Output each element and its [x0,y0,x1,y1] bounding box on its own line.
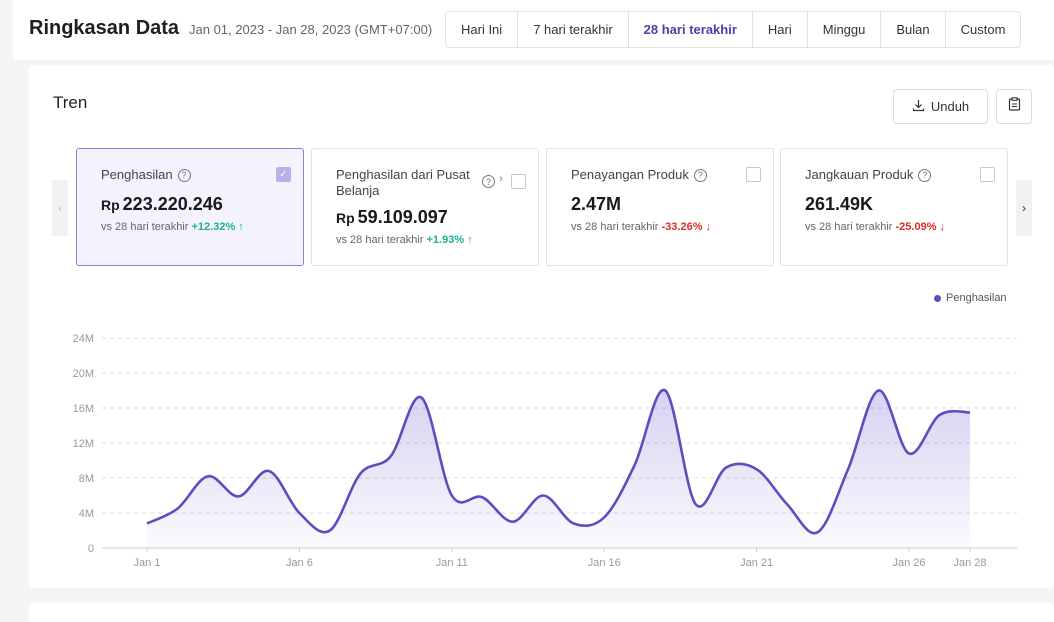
tab-month[interactable]: Bulan [881,12,946,47]
change-value: -25.09% ↓ [895,221,946,233]
y-tick-label: 0 [88,543,94,555]
help-icon[interactable]: ? [693,168,707,182]
arrow-up-icon: ↑ [238,221,244,233]
series-line-penghasilan [146,389,971,535]
tab-28-days[interactable]: 28 hari terakhir [629,12,753,47]
arrow-down-icon: ↓ [939,221,946,233]
tab-7-days[interactable]: 7 hari terakhir [518,12,629,47]
download-icon [912,99,925,115]
metric-compare: vs 28 hari terakhir +12.32% ↑ [101,221,244,233]
metric-value: Rp 223.220.246 [101,194,223,215]
metric-label-text: Penayangan Produk [571,167,689,182]
y-tick-label: 4M [79,508,94,520]
x-tick-label: Jan 1 [134,557,161,569]
help-icon[interactable]: ? [482,175,495,188]
check-icon: ✓ [279,169,288,180]
trend-chart: 0 4M 8M 12M 16M 20M 24M Jan 1 Jan 6 Jan 11 Jan 16 J… [73,333,1017,569]
help-icon[interactable]: ? [918,168,932,182]
tab-today[interactable]: Hari Ini [446,12,519,47]
date-range[interactable]: Jan 01, 2023 - Jan 28, 2023 (GMT+07:00) [189,22,433,37]
x-tick-label: Jan 11 [436,557,468,569]
metric-card-penayangan-produk[interactable]: Penayangan Produk ? 2.47M vs 28 hari ter… [546,148,774,266]
metric-value: 2.47M [571,194,622,214]
compare-text: vs 28 hari terakhir [571,221,659,233]
metric-checkbox[interactable]: ✓ [276,167,291,182]
metric-card-penghasilan-pusat-belanja[interactable]: Penghasilan dari Pusat Belanja ? › Rp 59.… [311,148,539,266]
carousel-next-button[interactable]: › [1016,180,1032,236]
metric-card-jangkauan-produk[interactable]: Jangkauan Produk ? 261.49K vs 28 hari te… [780,148,1008,266]
range-tabs: Hari Ini 7 hari terakhir 28 hari terakhi… [445,11,1022,48]
metric-label-text: Penghasilan [101,167,173,182]
x-tick-label: Jan 16 [588,557,621,569]
compare-text: vs 28 hari terakhir [805,221,893,233]
metric-checkbox[interactable] [511,174,526,189]
download-label: Unduh [930,99,970,114]
metric-compare: vs 28 hari terakhir -25.09% ↓ [805,221,945,233]
tab-week[interactable]: Minggu [808,12,882,47]
series-area [147,389,970,548]
y-tick-label: 16M [73,403,94,415]
x-tick-label: Jan 6 [286,557,313,569]
metric-label: Penghasilan dari Pusat Belanja [336,167,470,198]
x-tick-label: Jan 26 [893,557,926,569]
page-title: Ringkasan Data [29,17,180,39]
x-tick-label: Jan 21 [740,557,773,569]
clipboard-icon [1008,97,1021,116]
chevron-right-icon: › [1022,201,1026,215]
chevron-left-icon: ‹ [58,201,62,215]
metric-label: Jangkauan Produk ? [805,167,932,183]
metric-label: Penghasilan ? [101,167,191,183]
y-tick-label: 20M [73,368,94,380]
metric-value: 261.49K [805,194,874,214]
carousel-prev-button[interactable]: ‹ [52,180,68,236]
left-strip [0,0,13,622]
compare-text: vs 28 hari terakhir [336,234,424,246]
header: Ringkasan Data Jan 01, 2023 - Jan 28, 20… [13,0,1054,60]
metric-value-text: 223.220.246 [122,194,223,214]
metric-checkbox[interactable] [980,167,995,182]
metric-card-penghasilan[interactable]: Penghasilan ? ✓ Rp 223.220.246 vs 28 hari… [76,148,304,266]
legend-dot [934,294,941,302]
change-value: -33.26% ↓ [661,221,712,233]
metric-label-text: Jangkauan Produk [805,167,914,182]
arrow-up-icon: ↑ [467,234,473,246]
metric-compare: vs 28 hari terakhir -33.26% ↓ [571,221,711,233]
metric-value: Rp 59.109.097 [336,207,448,228]
download-button[interactable]: Unduh [893,89,988,124]
change-value: +1.93% ↑ [426,234,473,246]
y-tick-label: 8M [79,473,94,485]
clipboard-button[interactable] [996,89,1032,124]
x-tick-label: Jan 28 [953,557,986,569]
metric-value-text: 59.109.097 [357,207,448,227]
help-icon[interactable]: ? [177,168,191,182]
tab-custom[interactable]: Custom [960,22,1006,37]
metric-checkbox[interactable] [746,167,761,182]
currency-label: Rp [101,197,120,213]
arrow-down-icon: ↓ [705,221,712,233]
chart-legend[interactable]: Penghasilan [934,292,1007,304]
chevron-right-icon[interactable]: › [499,173,503,185]
currency-label: Rp [336,210,355,226]
tab-day[interactable]: Hari [753,12,808,47]
compare-text: vs 28 hari terakhir [101,221,189,233]
trend-title: Tren [53,93,88,112]
y-tick-label: 12M [73,438,94,450]
legend-label: Penghasilan [946,292,1007,304]
metric-compare: vs 28 hari terakhir +1.93% ↑ [336,234,473,246]
y-tick-label: 24M [73,333,94,345]
metric-label: Penayangan Produk ? [571,167,707,183]
change-value: +12.32% ↑ [191,221,244,233]
next-card [29,603,1054,622]
